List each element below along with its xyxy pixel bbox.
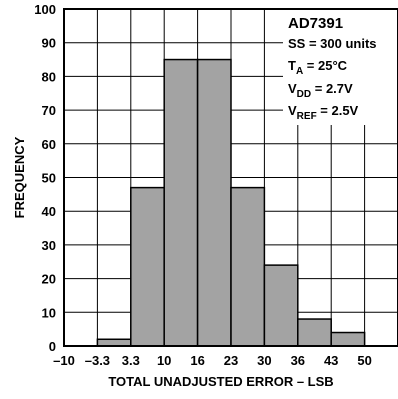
x-tick-label: 3.3 [122, 353, 140, 368]
histogram-bar [196, 58, 232, 347]
y-tick-label: 0 [49, 339, 56, 354]
x-tick-label: 16 [190, 353, 204, 368]
histogram-bar [263, 264, 299, 347]
annotation-title: AD7391 [288, 15, 343, 32]
y-tick-label: 10 [42, 305, 56, 320]
y-tick-label: 50 [42, 171, 56, 186]
histogram-bar [330, 331, 366, 347]
histogram-bar [96, 338, 132, 347]
y-tick-label: 90 [42, 36, 56, 51]
annotation-line: VDD = 2.7V [288, 81, 353, 100]
y-tick-label: 60 [42, 137, 56, 152]
x-tick-label: 50 [357, 353, 371, 368]
histogram-bar [163, 58, 199, 347]
plot-frame [63, 8, 398, 347]
y-tick-label: 40 [42, 204, 56, 219]
x-tick-label: 23 [224, 353, 238, 368]
histogram-bar [230, 186, 266, 347]
x-tick-label: 43 [324, 353, 338, 368]
annotation-backing [283, 10, 397, 125]
x-tick-label: 36 [291, 353, 305, 368]
annotation-line: TA = 25°C [288, 58, 348, 77]
x-tick-label: 10 [157, 353, 171, 368]
histogram-bar [297, 318, 332, 347]
y-tick-label: 30 [42, 238, 56, 253]
y-tick-label: 80 [42, 69, 56, 84]
histogram-bar [130, 186, 165, 347]
x-tick-label: –10 [53, 353, 75, 368]
annotation-line: VREF = 2.5V [288, 103, 359, 122]
y-tick-label: 20 [42, 272, 56, 287]
y-axis-title: FREQUENCY [12, 136, 27, 218]
annotation: AD7391 SS = 300 units TA = 25°C VDD = 2.7V V… [283, 10, 397, 125]
x-axis-title: TOTAL UNADJUSTED ERROR – LSB [108, 374, 333, 389]
y-tick-label: 100 [34, 2, 56, 17]
x-tick-label: 30 [257, 353, 271, 368]
tick-labels: 0 10 20 30 40 50 60 70 80 90 100 –10 –3.3 3.3 10 16 23 30… [34, 2, 372, 368]
y-tick-label: 70 [42, 103, 56, 118]
bars [96, 58, 366, 347]
annotation-line: SS = 300 units [288, 36, 377, 51]
x-tick-label: –3.3 [85, 353, 110, 368]
